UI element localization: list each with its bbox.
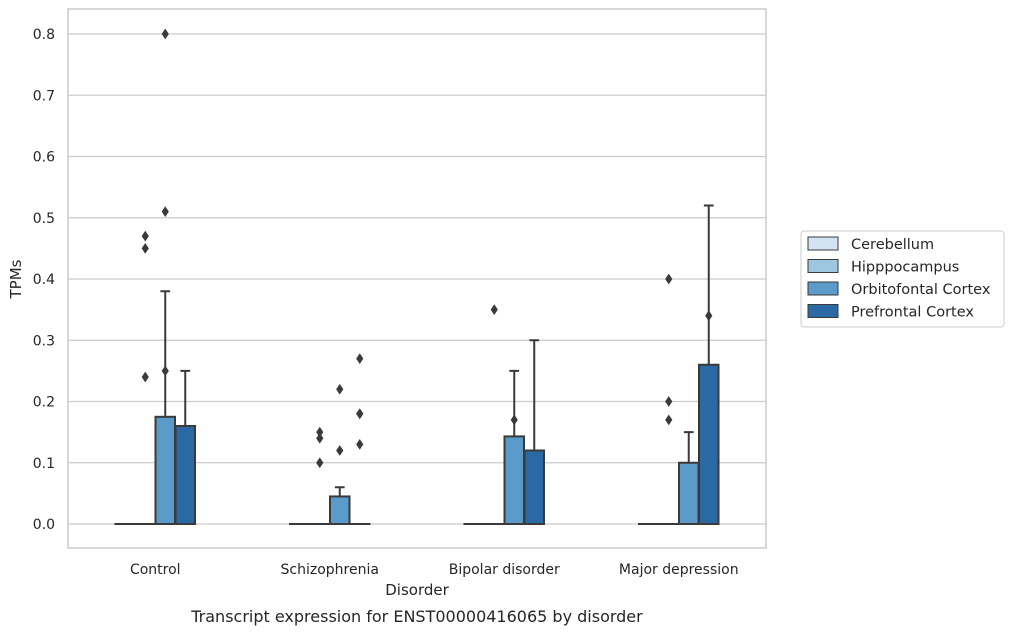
- legend-swatch: [807, 281, 839, 296]
- chart-caption: Transcript expression for ENST0000041606…: [190, 607, 643, 626]
- outlier-point: [161, 28, 169, 40]
- legend-swatch: [807, 236, 839, 251]
- y-tick-label: 0.3: [33, 333, 55, 349]
- legend-entries: Cerebellum Hipppocampus Orbitofontal Corte…: [807, 236, 991, 321]
- y-tick-label: 0.0: [33, 517, 55, 533]
- legend-label: Prefrontal Cortex: [851, 305, 974, 321]
- outlier-point: [161, 206, 169, 218]
- y-tick-label: 0.6: [33, 150, 55, 166]
- box-rect: [678, 461, 700, 525]
- legend: Cerebellum Hipppocampus Orbitofontal Corte…: [800, 230, 1005, 328]
- outlier-point: [316, 432, 324, 444]
- y-tick-label: 0.5: [33, 211, 55, 227]
- outlier-point: [665, 273, 673, 285]
- legend-swatch: [807, 259, 839, 273]
- outlier-point: [665, 396, 673, 407]
- box-series: [114, 204, 720, 526]
- outlier-point: [141, 371, 149, 383]
- y-axis-title: TPMs: [7, 259, 25, 299]
- outlier-point: [705, 310, 713, 322]
- outlier-point: [141, 230, 149, 242]
- outlier-point: [510, 414, 518, 426]
- outlier-point: [161, 365, 169, 377]
- x-tick-label: Schizophrenia: [281, 562, 379, 578]
- x-tick-label: Control: [130, 562, 181, 578]
- y-tick-labels: 0.0 0.1 0.2 0.3 0.4 0.5 0.6 0.7 0.8: [33, 27, 55, 533]
- x-axis-title: Disorder: [385, 581, 449, 599]
- y-tick-label: 0.1: [33, 456, 55, 472]
- plot-frame: [67, 8, 767, 549]
- box-rect: [154, 415, 176, 525]
- outlier-point: [316, 426, 324, 438]
- legend-label: Cerebellum: [851, 237, 934, 253]
- legend-label: Orbitofontal Cortex: [851, 282, 991, 298]
- outlier-point: [356, 438, 364, 450]
- outlier-point: [316, 457, 324, 469]
- x-tick-label: Major depression: [619, 562, 739, 578]
- legend-frame: [800, 230, 1005, 328]
- legend-label: Hipppocampus: [851, 260, 959, 276]
- box-rect: [698, 363, 720, 525]
- box-orbitofontal-cortex: [154, 290, 176, 525]
- y-tick-label: 0.4: [33, 272, 55, 288]
- outlier-point: [356, 353, 364, 365]
- y-tick-label: 0.7: [33, 88, 55, 104]
- outlier-points: [141, 28, 713, 469]
- y-tick-label: 0.2: [33, 395, 55, 411]
- box-prefrontal-cortex: [698, 204, 720, 525]
- outlier-point: [356, 408, 364, 420]
- box-rect: [503, 435, 525, 526]
- outlier-point: [141, 242, 149, 254]
- box-rect: [523, 449, 545, 525]
- box-prefrontal-cortex: [523, 339, 545, 525]
- box-orbitofontal-cortex: [329, 486, 351, 525]
- x-tick-label: Bipolar disorder: [449, 562, 560, 578]
- outlier-point: [490, 304, 498, 316]
- box-rect: [174, 425, 196, 525]
- y-tick-label: 0.8: [33, 27, 55, 43]
- outlier-point: [336, 383, 344, 395]
- box-prefrontal-cortex: [174, 369, 196, 525]
- outlier-point: [665, 414, 673, 426]
- legend-swatch: [807, 304, 839, 318]
- box-rect: [329, 495, 351, 525]
- x-tick-labels: Control Schizophrenia Bipolar disorder Majo…: [130, 562, 739, 578]
- outlier-point: [336, 445, 344, 456]
